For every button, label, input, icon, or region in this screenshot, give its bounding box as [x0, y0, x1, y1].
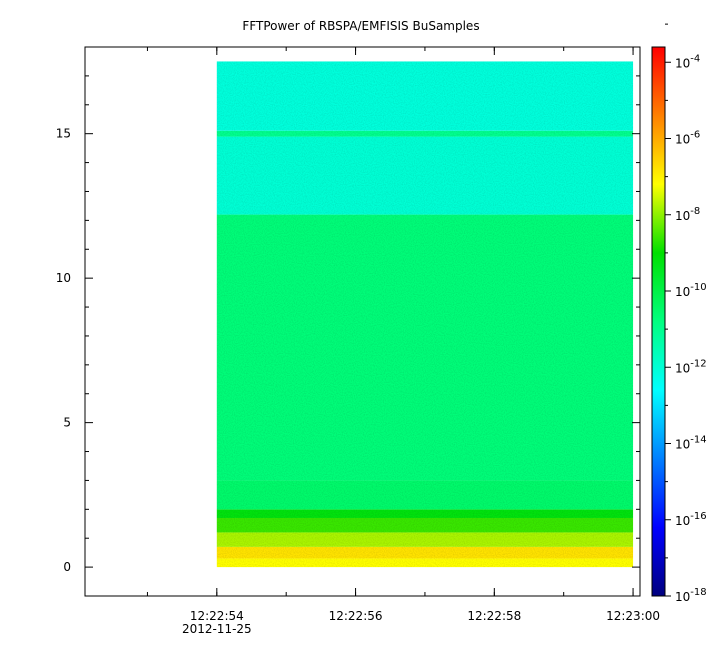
colorbar-axis: 10-4 10-6 10-8 10-10 10-12 10-14 10-16 10-18 [665, 23, 707, 604]
y-tick-label: 5 [63, 416, 71, 430]
colorbar-tick-label: 10-16 [675, 511, 707, 528]
colorbar-tick-label: 10-6 [675, 130, 700, 147]
x-tick-label: 12:23:00 [606, 609, 660, 623]
y-axis: 0 5 10 15 [56, 46, 640, 597]
colorbar-tick-label: 10-18 [675, 587, 707, 604]
colorbar-tick-label: 10-12 [675, 358, 707, 375]
chart-title: FFTPower of RBSPA/EMFISIS BuSamples [242, 19, 479, 33]
x-date-label: 2012-11-25 [182, 622, 252, 636]
colorbar-tick-label: 10-4 [675, 53, 700, 70]
x-tick-label: 12:22:56 [329, 609, 383, 623]
x-axis: 12:22:54 12:22:56 12:22:58 12:23:00 [146, 47, 660, 623]
colorbar-tick-label: 10-10 [675, 282, 707, 299]
x-tick-label: 12:22:58 [467, 609, 521, 623]
colorbar-tick-label: 10-8 [675, 206, 700, 223]
x-tick-label: 12:22:54 [190, 609, 244, 623]
colorbar-tick-label: 10-14 [675, 435, 707, 452]
colorbar [651, 46, 666, 597]
y-tick-label: 0 [63, 560, 71, 574]
y-tick-label: 15 [56, 127, 71, 141]
y-tick-label: 10 [56, 271, 71, 285]
heatmap-noise [216, 61, 634, 568]
